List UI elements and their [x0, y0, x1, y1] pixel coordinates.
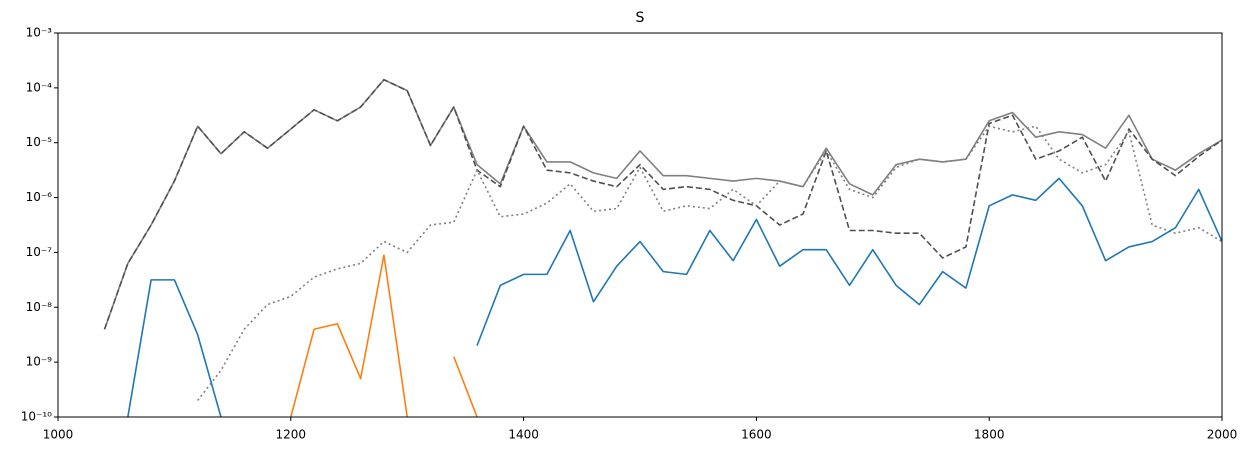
series-line [127, 177, 1222, 417]
series-line [197, 125, 1222, 401]
plot-area [103, 78, 1222, 417]
series-line [290, 254, 478, 417]
x-tick-label: 1200 [276, 428, 307, 442]
y-tick-label: 10⁻⁷ [26, 245, 53, 259]
y-tick-label: 10⁻⁶ [26, 190, 53, 204]
series-line [103, 78, 1222, 330]
y-tick-label: 10⁻⁵ [26, 135, 53, 149]
y-tick-label: 10⁻³ [26, 26, 53, 40]
x-tick-label: 2000 [1207, 428, 1238, 442]
x-tick-label: 1400 [508, 428, 539, 442]
y-tick-label: 10⁻⁹ [26, 355, 53, 369]
x-tick-label: 1600 [741, 428, 772, 442]
x-tick-label: 1800 [974, 428, 1005, 442]
y-tick-label: 10⁻¹⁰ [21, 410, 52, 424]
axes-frame [57, 32, 1223, 418]
series-line [103, 78, 1222, 330]
y-tick-label: 10⁻⁴ [26, 80, 53, 94]
x-tick-label: 1000 [43, 428, 74, 442]
chart-title: S [636, 10, 645, 26]
y-tick-label: 10⁻⁸ [26, 300, 53, 314]
